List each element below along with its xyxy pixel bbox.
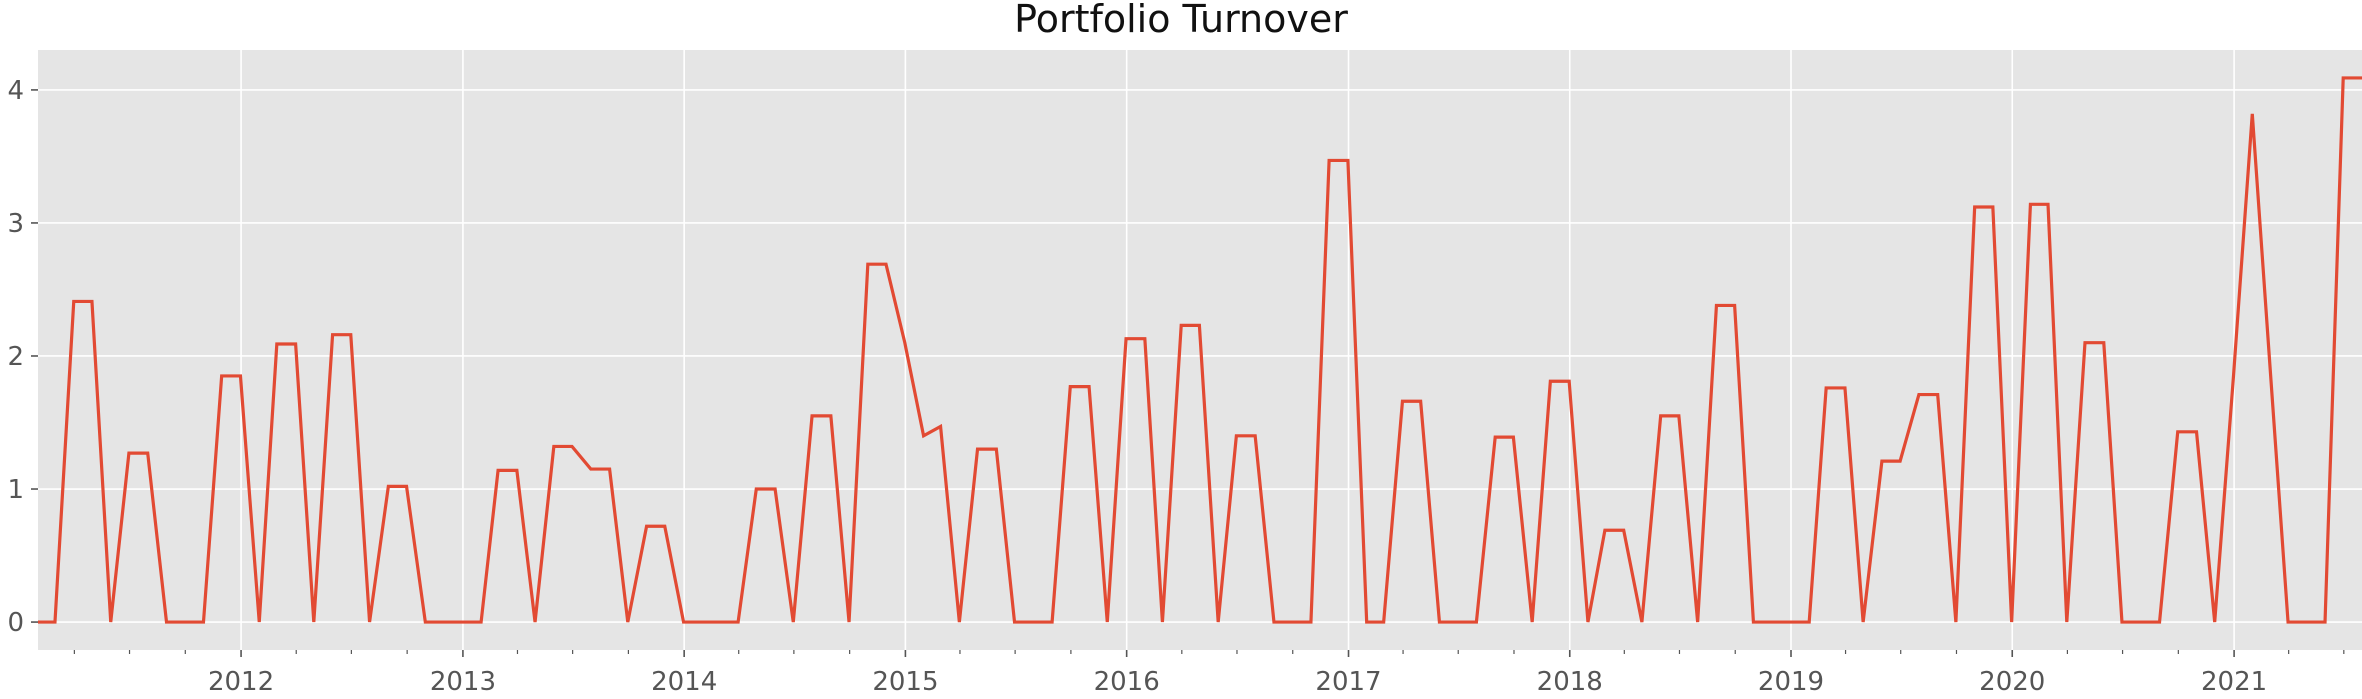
- y-tick-label: 2: [7, 342, 24, 372]
- y-tick-label: 1: [7, 475, 24, 505]
- chart-title: Portfolio Turnover: [1014, 0, 1348, 41]
- x-tick-label: 2013: [430, 667, 496, 697]
- axis-layer: 0 1 2 3 4 2012 2013 2014 2015 2016 2017 2018 2019 202…: [7, 76, 2345, 697]
- x-tick-label: 2021: [2201, 667, 2267, 697]
- series-layer: [38, 76, 2362, 624]
- y-tick-label: 4: [7, 76, 24, 106]
- x-tick-label: 2020: [1979, 667, 2045, 697]
- x-tick-label: 2015: [872, 667, 938, 697]
- x-tick-label: 2019: [1758, 667, 1824, 697]
- x-tick-label: 2017: [1315, 667, 1381, 697]
- y-tick-label: 3: [7, 209, 24, 239]
- y-tick-label: 0: [7, 608, 24, 638]
- x-tick-label: 2016: [1094, 667, 1160, 697]
- x-tick-label: 2012: [208, 667, 274, 697]
- series-line: [38, 76, 2362, 624]
- x-tick-label: 2018: [1537, 667, 1603, 697]
- x-tick-label: 2014: [651, 667, 717, 697]
